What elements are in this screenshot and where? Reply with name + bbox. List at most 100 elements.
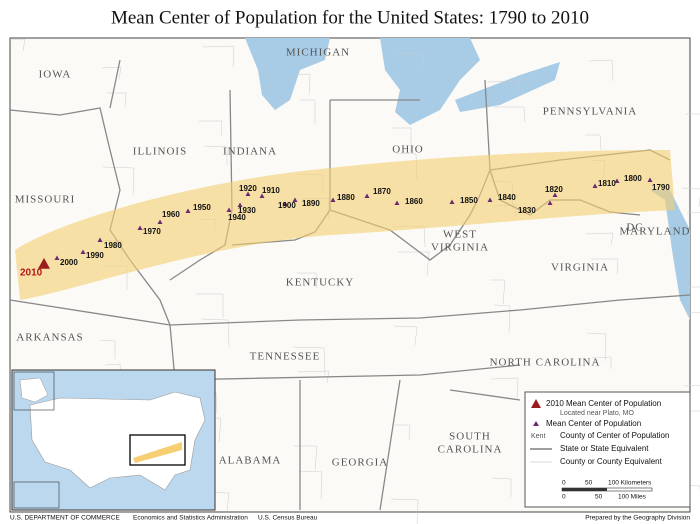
county-line <box>297 370 330 384</box>
legend-label: Kent <box>531 433 545 440</box>
center-marker <box>552 192 558 197</box>
county-line <box>200 318 230 348</box>
center-corridor <box>15 150 675 300</box>
inset-alaska <box>19 377 49 403</box>
county-line <box>297 272 318 289</box>
footer-prepared: Prepared by the Geography Division <box>585 515 690 522</box>
state-label: OHIO <box>392 144 424 156</box>
state-label: KENTUCKY <box>286 277 355 289</box>
legend-label: 2010 Mean Center of Population <box>546 399 661 408</box>
center-marker <box>282 201 288 206</box>
scale-mi-label: 100 Miles <box>618 494 647 501</box>
center-marker <box>80 249 86 254</box>
county-line <box>585 134 602 151</box>
legend-label: County or County Equivalent <box>560 457 663 466</box>
year-label: 1900 <box>278 201 296 210</box>
footer-administration: Economics and Statistics Administration <box>133 515 248 522</box>
county-line <box>491 477 512 497</box>
scale-mi-label: 0 <box>562 494 566 501</box>
state-label: MICHIGAN <box>286 47 350 59</box>
legend-label: County of Center of Population <box>560 431 669 440</box>
center-marker <box>54 255 60 260</box>
county-line <box>300 99 316 124</box>
center-marker <box>259 193 265 198</box>
county-line <box>494 304 511 334</box>
county-line <box>591 356 612 369</box>
state-label: CAROLINA <box>438 444 503 456</box>
center-marker <box>614 178 620 183</box>
center-marker <box>449 199 455 204</box>
state-boundary <box>9 107 121 191</box>
year-label: 1920 <box>239 184 257 193</box>
lake-erie <box>380 38 480 125</box>
year-label: 1990 <box>86 251 104 260</box>
county-line <box>398 251 430 277</box>
county-line <box>393 325 418 346</box>
center-marker <box>245 191 251 196</box>
county-line <box>196 293 224 318</box>
center-marker <box>157 219 163 224</box>
state-label: VIRGINIA <box>431 242 489 254</box>
state-label: ILLINOIS <box>133 146 187 158</box>
state-label: DC <box>626 222 643 234</box>
county-line <box>99 339 116 359</box>
county-line <box>689 410 700 412</box>
scale-mi-label: 50 <box>595 494 603 501</box>
legend-swatch-center <box>533 421 539 426</box>
year-label: 1850 <box>460 196 478 205</box>
county-line <box>585 232 614 246</box>
lake-michigan <box>245 38 330 110</box>
state-label: IOWA <box>39 69 72 81</box>
county-line <box>490 279 506 305</box>
county-line <box>390 498 419 524</box>
year-label: 1950 <box>193 203 211 212</box>
year-label: 1800 <box>624 174 642 183</box>
county-line <box>588 59 614 82</box>
county-line <box>294 73 311 96</box>
state-label: ALABAMA <box>219 455 282 467</box>
state-label: MARYLAND <box>620 226 691 238</box>
inset-extent <box>129 434 186 466</box>
county-line <box>294 445 318 471</box>
center-marker <box>647 177 653 182</box>
county-line <box>493 106 526 123</box>
state-label: PENNSYLVANIA <box>543 106 638 118</box>
footer-department: U.S. DEPARTMENT OF COMMERCE <box>10 515 120 522</box>
center-2010 <box>38 258 50 269</box>
year-label: 1910 <box>262 186 280 195</box>
lake-erie-south <box>455 62 560 112</box>
year-label: 1870 <box>373 187 391 196</box>
county-line <box>395 424 411 441</box>
year-label: 2010 <box>20 268 43 279</box>
center-marker <box>97 237 103 242</box>
year-label: 1970 <box>143 227 161 236</box>
state-boundary <box>109 59 121 109</box>
inset-hawaii-frame <box>13 481 60 509</box>
year-label: 1880 <box>337 193 355 202</box>
center-marker <box>487 197 493 202</box>
year-label: 1820 <box>545 185 563 194</box>
state-label: NORTH CAROLINA <box>490 357 601 369</box>
state-label: MISSOURI <box>15 194 76 206</box>
center-marker <box>364 193 370 198</box>
county-line <box>292 346 326 376</box>
county-line <box>487 80 520 93</box>
center-marker <box>226 207 232 212</box>
year-label: 1860 <box>405 197 423 206</box>
year-label: 1840 <box>498 193 516 202</box>
state-label: VIRGINIA <box>551 262 609 274</box>
inset-map <box>11 369 216 511</box>
center-marker <box>185 208 191 213</box>
county-line <box>395 52 424 65</box>
scale-km-label: 50 <box>585 480 593 487</box>
center-marker <box>547 200 553 205</box>
county-line <box>101 66 122 80</box>
year-label: 1890 <box>302 199 320 208</box>
year-label: 1830 <box>518 206 536 215</box>
footer-bureau: U.S. Census Bureau <box>258 515 318 522</box>
state-boundary <box>449 389 521 401</box>
year-label: 1790 <box>652 183 670 192</box>
center-marker <box>237 202 243 207</box>
state-label: INDIANA <box>223 146 277 158</box>
